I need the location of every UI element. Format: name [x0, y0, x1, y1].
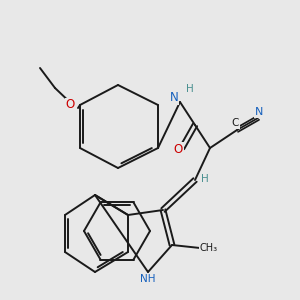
Text: N: N — [255, 107, 264, 117]
Text: O: O — [66, 98, 75, 112]
Text: NH: NH — [140, 274, 156, 284]
Text: C: C — [232, 118, 239, 128]
Text: H: H — [186, 84, 194, 94]
Text: H: H — [201, 173, 208, 184]
Text: CH₃: CH₃ — [199, 243, 218, 253]
Text: O: O — [174, 143, 183, 156]
Text: N: N — [169, 91, 178, 104]
